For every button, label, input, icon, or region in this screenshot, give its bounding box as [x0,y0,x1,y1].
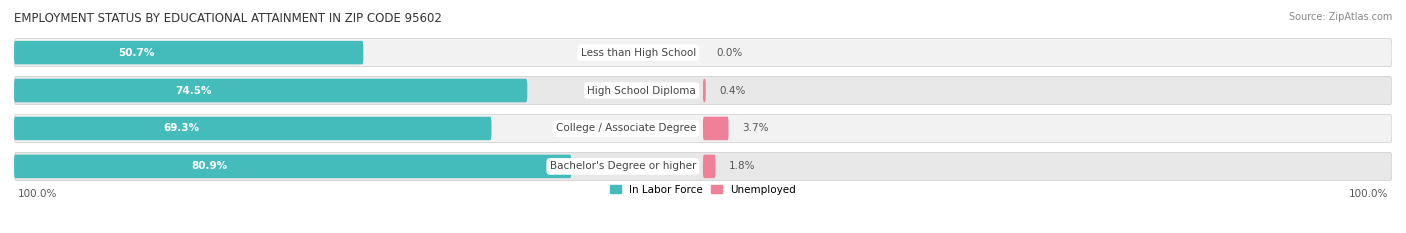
Text: 50.7%: 50.7% [118,48,155,58]
Legend: In Labor Force, Unemployed: In Labor Force, Unemployed [606,181,800,199]
Text: 80.9%: 80.9% [191,161,228,171]
Text: 0.0%: 0.0% [717,48,742,58]
Text: Source: ZipAtlas.com: Source: ZipAtlas.com [1288,12,1392,22]
Text: 100.0%: 100.0% [1350,189,1389,199]
Text: College / Associate Degree: College / Associate Degree [555,123,696,134]
FancyBboxPatch shape [14,76,1392,105]
Text: High School Diploma: High School Diploma [588,86,696,96]
Text: 69.3%: 69.3% [163,123,200,134]
Text: 0.4%: 0.4% [720,86,747,96]
FancyBboxPatch shape [14,114,1392,143]
Text: 74.5%: 74.5% [176,86,212,96]
Text: EMPLOYMENT STATUS BY EDUCATIONAL ATTAINMENT IN ZIP CODE 95602: EMPLOYMENT STATUS BY EDUCATIONAL ATTAINM… [14,12,441,25]
FancyBboxPatch shape [703,117,728,140]
Text: 100.0%: 100.0% [17,189,56,199]
FancyBboxPatch shape [14,79,527,102]
Text: Less than High School: Less than High School [581,48,696,58]
Text: Bachelor's Degree or higher: Bachelor's Degree or higher [550,161,696,171]
FancyBboxPatch shape [703,155,716,178]
FancyBboxPatch shape [14,155,571,178]
Text: 1.8%: 1.8% [730,161,755,171]
FancyBboxPatch shape [14,152,1392,180]
Text: 3.7%: 3.7% [742,123,769,134]
FancyBboxPatch shape [14,117,492,140]
FancyBboxPatch shape [14,41,363,64]
FancyBboxPatch shape [703,79,706,102]
FancyBboxPatch shape [14,39,1392,67]
